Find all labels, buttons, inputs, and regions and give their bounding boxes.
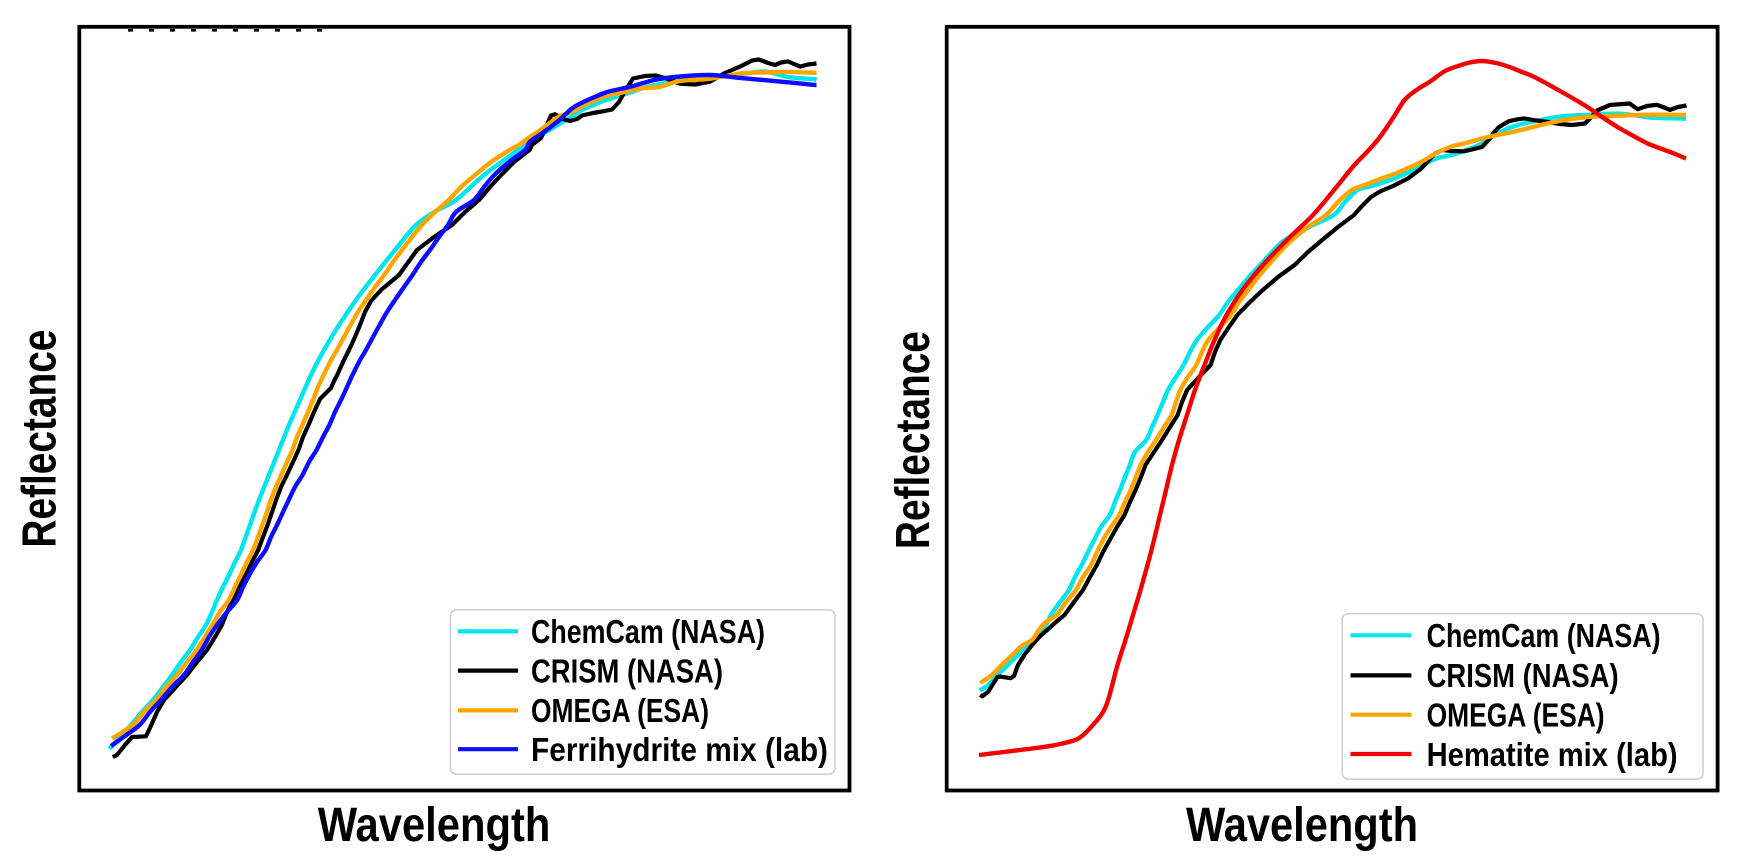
svg-text:OMEGA (ESA): OMEGA (ESA) xyxy=(1427,698,1605,735)
svg-text:Reflectance: Reflectance xyxy=(13,330,66,548)
svg-text:Wavelength: Wavelength xyxy=(318,799,551,852)
svg-text:Hematite mix (lab): Hematite mix (lab) xyxy=(1427,737,1678,774)
svg-text:CRISM (NASA): CRISM (NASA) xyxy=(531,653,723,690)
svg-text:CRISM (NASA): CRISM (NASA) xyxy=(1427,658,1619,695)
svg-text:OMEGA (ESA): OMEGA (ESA) xyxy=(531,693,709,730)
svg-text:ChemCam (NASA): ChemCam (NASA) xyxy=(1427,618,1661,655)
svg-text:ChemCam (NASA): ChemCam (NASA) xyxy=(531,614,765,651)
svg-text:Wavelength: Wavelength xyxy=(1186,799,1418,852)
svg-text:Ferrihydrite mix (lab): Ferrihydrite mix (lab) xyxy=(531,732,828,769)
svg-text:Reflectance: Reflectance xyxy=(887,331,940,549)
